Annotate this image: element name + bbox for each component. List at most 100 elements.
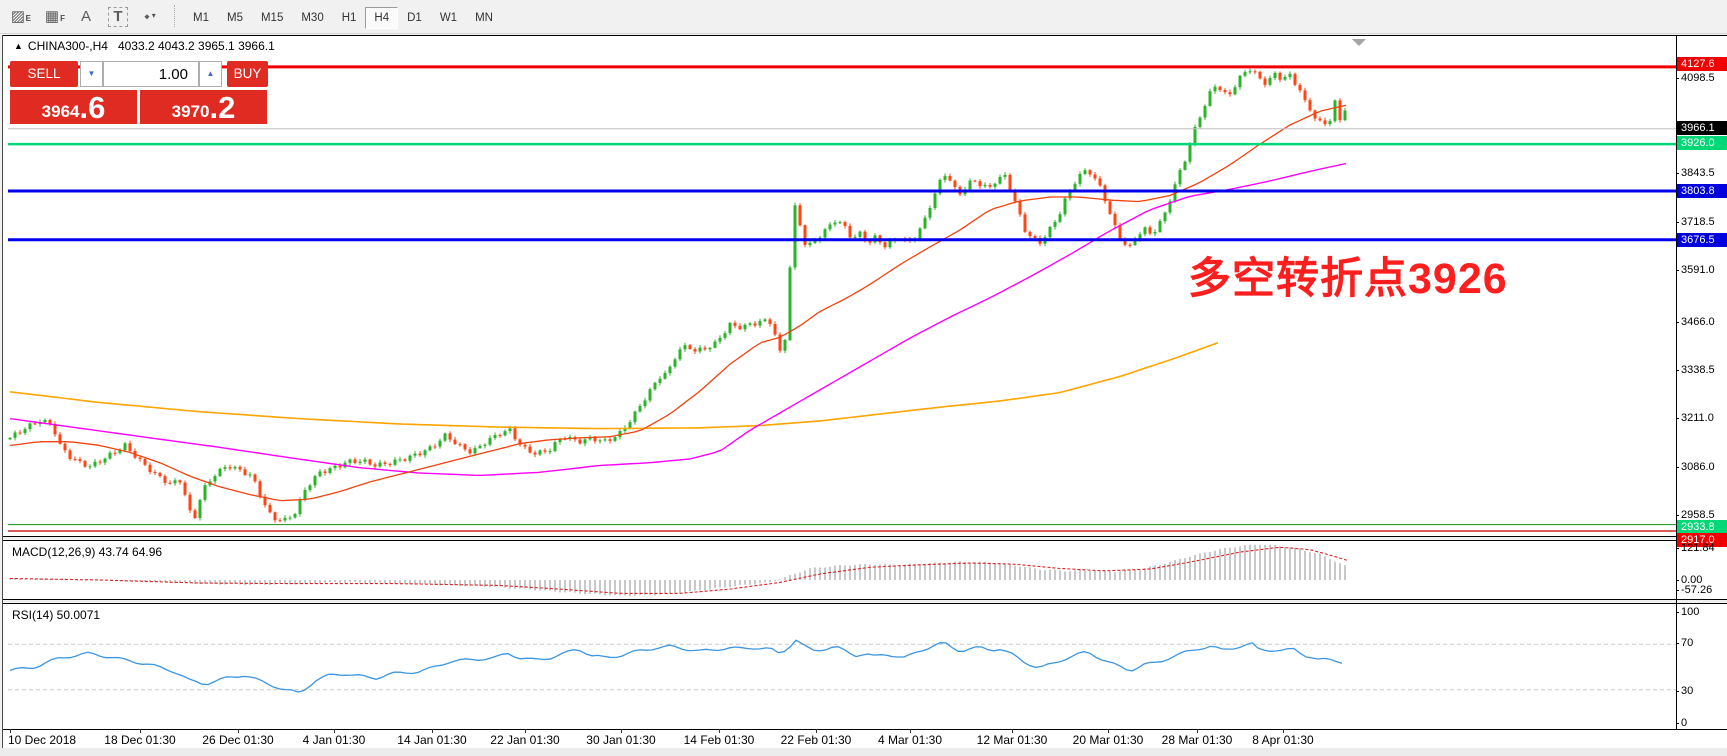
rsi-series [8,639,1676,693]
time-tick [525,729,526,733]
time-tick [1197,729,1198,733]
scroll-marker-icon [1352,39,1366,46]
time-label: 18 Dec 01:30 [104,733,176,747]
objects-icon[interactable]: ⬩ ▾ [144,8,156,25]
volume-increase-button[interactable]: ▲ [199,61,222,87]
sell-price-box[interactable]: 3964.6 [10,90,137,124]
timeframe-mn[interactable]: MN [466,7,502,29]
time-tick [621,729,622,733]
one-click-trade-panel: SELL ▼ ▲ BUY 3964.6 3970.2 [10,59,268,124]
moving-average-lines [9,104,1347,502]
timeframe-d1[interactable]: D1 [398,7,431,29]
axis-label: 2917.0 [1677,533,1727,547]
time-tick [432,729,433,733]
time-tick [140,729,141,733]
time-label: 22 Feb 01:30 [780,733,852,747]
time-tick [238,729,239,733]
rsi-panel-bottom-border [3,729,1727,730]
axis-label: 3926.0 [1677,136,1727,150]
time-label: 4 Mar 01:30 [877,733,943,747]
buy-price-main: 3970 [171,102,210,121]
time-label: 20 Mar 01:30 [1072,733,1144,747]
time-tick [910,729,911,733]
toolbar: ▨ E ▦ F A T ⬩ ▾ M1 M5 M15 M30 H1 H4 D1 W1 MN [0,0,1727,34]
price-axis[interactable]: 4127.6 4098.5 3966.1 3926.0 3843.5 3803.8 3718… [1676,36,1727,736]
sell-price-main: 3964 [41,102,80,121]
time-axis[interactable]: 10 Dec 2018 18 Dec 01:30 26 Dec 01:30 4 Jan… [3,729,1727,748]
time-tick [334,729,335,733]
axis-label: 2933.8 [1677,520,1727,534]
symbol-title: CHINA300-,H4 [27,39,108,53]
time-tick [1012,729,1013,733]
macd-label: MACD(12,26,9) 43.74 64.96 [12,545,163,559]
timeframe-m1[interactable]: M1 [184,7,218,29]
indicator-list-icon[interactable]: ▦ F [44,8,65,25]
axis-label: 4127.6 [1677,57,1727,71]
axis-label: 0.00 [1676,573,1727,587]
timeframe-w1[interactable]: W1 [431,7,466,29]
time-label: 14 Feb 01:30 [683,733,755,747]
volume-input[interactable] [103,61,199,87]
axis-label: 121.84 [1676,541,1727,555]
buy-button[interactable]: BUY [227,61,268,87]
axis-label: 3211.0 [1676,411,1727,425]
axis-label: -57.26 [1676,583,1727,597]
time-tick [1283,729,1284,733]
axis-label: 3843.5 [1676,166,1727,180]
timeframe-buttons: M1 M5 M15 M30 H1 H4 D1 W1 MN [184,7,502,29]
macd-series [9,544,1348,597]
axis-label: 70 [1676,636,1727,650]
rsi-panel [3,604,1727,729]
timeframe-h1[interactable]: H1 [333,7,366,29]
axis-label: 30 [1676,684,1727,698]
time-tick [1108,729,1109,733]
macd-panel-top-border [3,540,1727,541]
time-label: 14 Jan 01:30 [397,733,467,747]
buy-price-decimal: .2 [209,90,236,125]
axis-label: 4098.5 [1676,71,1727,85]
axis-label: 3718.5 [1676,215,1727,229]
time-label: 12 Mar 01:30 [976,733,1048,747]
expert-advisor-icon[interactable]: ▨ E [10,8,31,25]
time-label: 10 Dec 2018 [8,733,77,747]
main-panel-bottom-border [3,536,1727,537]
sell-price-decimal: .6 [79,90,106,125]
axis-label: 3676.5 [1677,233,1727,247]
time-label: 8 Apr 01:30 [1252,733,1314,747]
axis-label: 3591.0 [1676,263,1727,277]
time-label: 4 Jan 01:30 [302,733,366,747]
timeframe-m30[interactable]: M30 [292,7,332,29]
timeframe-m5[interactable]: M5 [218,7,252,29]
axis-label: 3338.5 [1676,363,1727,377]
font-a-icon[interactable]: A [80,8,91,25]
axis-label: 0 [1676,716,1727,730]
window-left-border [2,35,3,748]
time-label: 30 Jan 01:30 [586,733,656,747]
axis-label: 3803.8 [1677,184,1727,198]
time-tick [719,729,720,733]
timeframe-m15[interactable]: M15 [252,7,292,29]
price-axis-border [1676,36,1677,729]
axis-label: 2958.5 [1676,508,1727,522]
time-label: 26 Dec 01:30 [202,733,274,747]
timeframe-h4[interactable]: H4 [365,7,399,29]
axis-label: 100 [1676,605,1727,619]
bottom-strip [0,748,1727,756]
macd-panel-bottom-border [3,599,1727,600]
rsi-panel-top-border [3,603,1727,604]
sell-button[interactable]: SELL [10,61,78,87]
collapse-triangle-icon[interactable]: ▲ [14,41,23,51]
time-label: 28 Mar 01:30 [1161,733,1233,747]
axis-label: 3086.0 [1676,460,1727,474]
chart-annotation-text: 多空转折点3926 [1188,255,1508,303]
axis-label: 3466.0 [1676,315,1727,329]
buy-price-box[interactable]: 3970.2 [140,90,267,124]
time-tick [10,729,11,733]
text-label-icon[interactable]: T [108,7,128,27]
chart-top-border [3,35,1727,36]
toolbar-icons: ▨ E ▦ F A T ⬩ ▾ [0,7,166,27]
main-chart-panel [3,36,1727,536]
volume-decrease-button[interactable]: ▼ [80,61,103,87]
